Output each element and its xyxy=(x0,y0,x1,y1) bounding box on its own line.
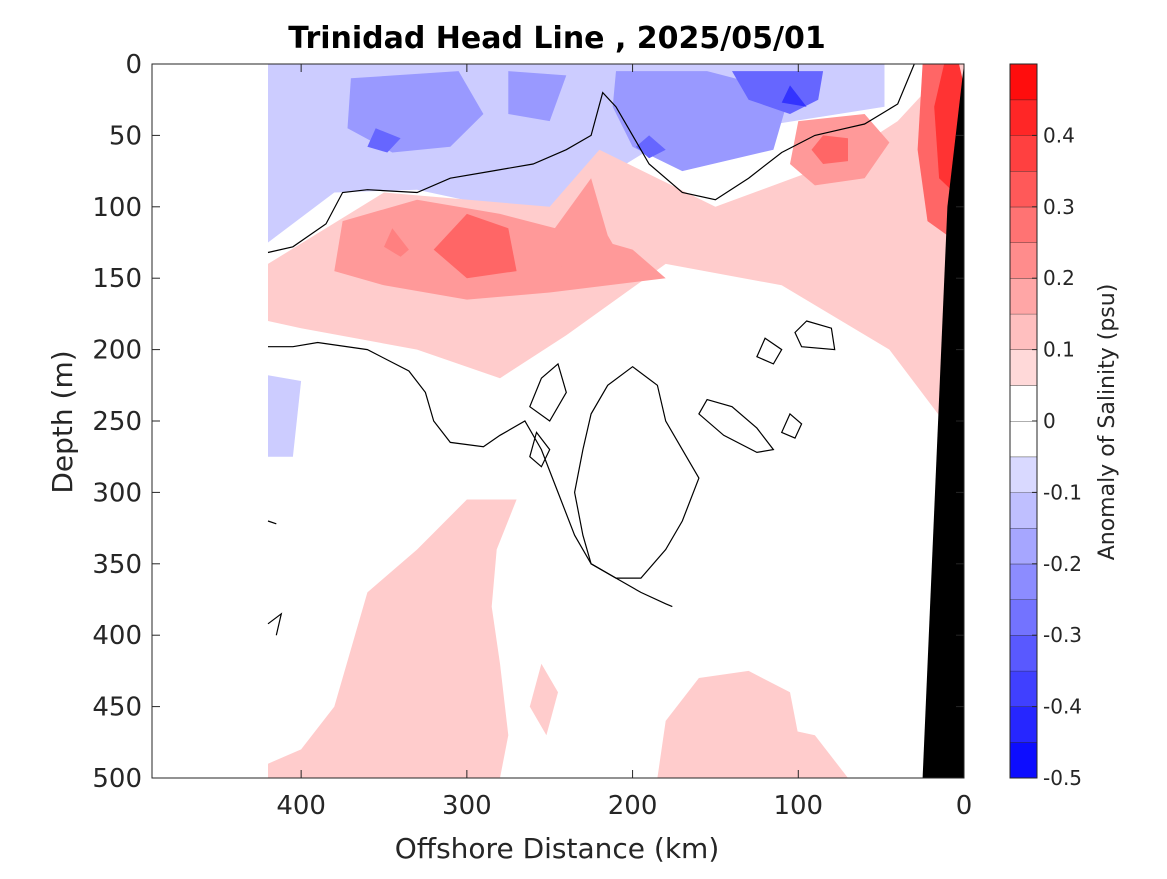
y-tick-label: 150 xyxy=(92,264,142,294)
colorbar-band xyxy=(1010,706,1037,743)
colorbar-band xyxy=(1010,528,1037,564)
y-tick-label: 200 xyxy=(92,336,142,366)
colorbar-tick-label: -0.1 xyxy=(1043,480,1082,504)
contour-blob-e xyxy=(756,337,783,365)
y-axis-label: Depth (m) xyxy=(46,350,79,493)
x-tick-label: 200 xyxy=(608,791,658,821)
region-neg-surface-b xyxy=(508,71,567,122)
colorbar-band xyxy=(1010,670,1037,707)
colorbar-band xyxy=(1010,599,1037,636)
contour-blob-c xyxy=(573,365,700,579)
contour-blob-g xyxy=(780,412,803,439)
colorbar-band xyxy=(1010,206,1037,243)
y-tick-label: 500 xyxy=(92,764,142,794)
region-neg-core-c xyxy=(635,135,666,159)
region-pos-deep-a xyxy=(268,499,517,778)
y-tick-label: 300 xyxy=(92,478,142,508)
region-neg-core-a xyxy=(367,128,401,153)
region-pos-shelf-core xyxy=(811,135,848,164)
x-axis-label: Offshore Distance (km) xyxy=(395,832,720,865)
y-tick-label: 350 xyxy=(92,550,142,580)
colorbar-band xyxy=(1010,64,1037,100)
contour-blob-a xyxy=(529,362,567,422)
contour-blob-d xyxy=(698,398,775,454)
colorbar-band xyxy=(1010,278,1037,314)
y-tick-label: 450 xyxy=(92,693,142,723)
x-tick-label: 0 xyxy=(956,791,973,821)
region-pos-subsurface-core-b xyxy=(433,213,517,279)
y-tick-label: 0 xyxy=(125,50,142,80)
region-pos-subsurface-core-c xyxy=(549,178,633,279)
x-tick-label: 100 xyxy=(773,791,823,821)
colorbar-tick-label: -0.3 xyxy=(1043,623,1082,647)
region-neg-core-d xyxy=(781,85,807,107)
chart-title: Trinidad Head Line , 2025/05/01 xyxy=(288,21,825,56)
colorbar-tick-label: 0.2 xyxy=(1043,266,1075,290)
colorbar-tick-label: 0.3 xyxy=(1043,195,1075,219)
colorbar-band xyxy=(1010,171,1037,207)
colorbar-tick-label: -0.5 xyxy=(1043,766,1082,790)
colorbar-band xyxy=(1010,385,1037,421)
y-tick-label: 400 xyxy=(92,621,142,651)
colorbar-band xyxy=(1010,563,1037,600)
contour-blob-f xyxy=(794,320,836,351)
colorbar-tick-label: 0.1 xyxy=(1043,338,1075,362)
bathymetry-mask xyxy=(922,64,964,778)
contour-main-surface xyxy=(267,63,915,254)
region-pos-subsurface-core-a xyxy=(384,228,409,257)
contour-stub-a xyxy=(267,520,277,525)
colorbar-band xyxy=(1010,349,1037,386)
region-neg-left-a xyxy=(268,164,302,207)
colorbar-band xyxy=(1010,421,1037,457)
contour-stub-b xyxy=(267,612,283,636)
colorbar-band xyxy=(1010,635,1037,671)
x-tick-label: 400 xyxy=(276,791,326,821)
y-tick-label: 100 xyxy=(92,193,142,223)
colorbar-band xyxy=(1010,242,1037,279)
region-neg-left-b xyxy=(268,375,302,457)
region-pos-deep-d xyxy=(529,663,558,736)
contour-blob-b xyxy=(529,431,551,468)
y-tick-label: 250 xyxy=(92,407,142,437)
colorbar-tick-label: 0 xyxy=(1043,409,1056,433)
colorbar-label: Anomaly of Salinity (psu) xyxy=(1095,284,1120,561)
region-pos-deep-c xyxy=(748,728,848,778)
colorbar-band xyxy=(1010,742,1037,778)
colorbar-band xyxy=(1010,135,1037,172)
x-tick-label: 300 xyxy=(442,791,492,821)
colorbar-tick-label: -0.4 xyxy=(1043,695,1082,719)
colorbar-band xyxy=(1010,99,1037,136)
colorbar-band xyxy=(1010,492,1037,529)
y-tick-label: 50 xyxy=(109,121,142,151)
colorbar-tick-label: -0.2 xyxy=(1043,552,1082,576)
colorbar-band xyxy=(1010,456,1037,493)
colorbar-tick-label: 0.4 xyxy=(1043,123,1075,147)
colorbar-band xyxy=(1010,313,1037,350)
